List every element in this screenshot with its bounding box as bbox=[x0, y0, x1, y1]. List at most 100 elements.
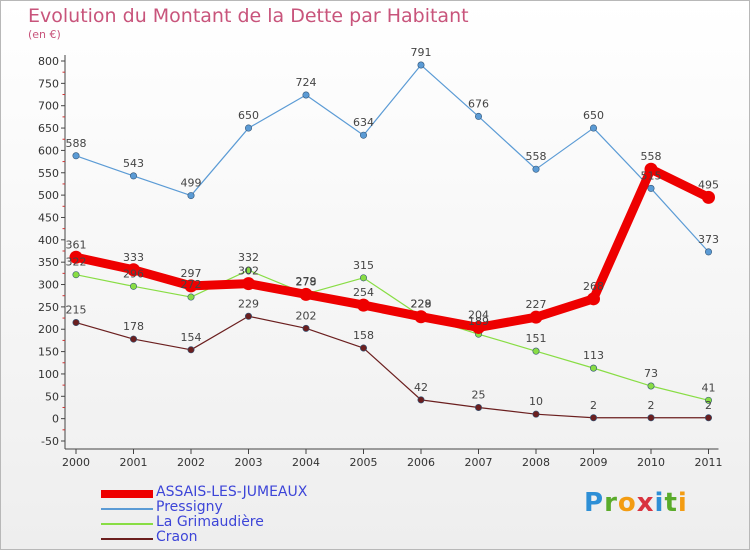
x-tick-label: 2006 bbox=[407, 456, 435, 469]
x-tick-label: 2004 bbox=[292, 456, 320, 469]
data-label: 73 bbox=[644, 367, 658, 380]
data-label: 154 bbox=[181, 331, 202, 344]
data-label: 229 bbox=[238, 297, 259, 310]
data-point bbox=[532, 347, 540, 355]
y-tick-label: 100 bbox=[38, 368, 59, 381]
data-label: 10 bbox=[529, 395, 543, 408]
legend-swatch bbox=[101, 490, 153, 498]
y-tick-label: 550 bbox=[38, 167, 59, 180]
y-tick-label: -50 bbox=[41, 435, 59, 448]
data-point bbox=[130, 335, 138, 343]
series-line bbox=[75, 269, 710, 401]
data-label: 227 bbox=[526, 298, 547, 311]
brand-letter: t bbox=[664, 488, 678, 518]
data-label: 151 bbox=[526, 332, 547, 345]
y-tick-label: 0 bbox=[52, 413, 59, 426]
data-label: 558 bbox=[526, 150, 547, 163]
series-line bbox=[71, 164, 713, 332]
brand-logo: Proxiti bbox=[584, 488, 688, 518]
data-label: 588 bbox=[66, 137, 87, 150]
data-point bbox=[72, 319, 80, 327]
data-label: 2 bbox=[705, 399, 712, 412]
legend-label: ASSAIS-LES-JUMEAUX bbox=[156, 484, 308, 500]
data-point bbox=[187, 293, 195, 301]
data-point bbox=[127, 263, 140, 277]
chart-title: Evolution du Montant de la Dette par Hab… bbox=[28, 5, 469, 27]
y-tick-label: 700 bbox=[38, 100, 59, 113]
data-point bbox=[704, 414, 712, 422]
data-label: 515 bbox=[641, 169, 662, 182]
data-label: 228 bbox=[411, 298, 432, 311]
legend-swatch bbox=[101, 508, 153, 510]
x-tick-label: 2008 bbox=[522, 456, 550, 469]
brand-letter: i bbox=[654, 488, 665, 518]
data-label: 202 bbox=[296, 309, 317, 322]
y-tick-label: 150 bbox=[38, 346, 59, 359]
data-point bbox=[647, 382, 655, 390]
data-point bbox=[245, 266, 253, 274]
data-label: 495 bbox=[698, 178, 719, 191]
brand-letter: o bbox=[617, 488, 637, 518]
data-point bbox=[702, 190, 715, 204]
data-point bbox=[242, 277, 255, 291]
brand-letter: P bbox=[584, 488, 605, 518]
data-label: 278 bbox=[296, 275, 317, 288]
data-point bbox=[299, 287, 313, 301]
data-point bbox=[359, 274, 367, 282]
data-label: 333 bbox=[123, 251, 144, 264]
data-label: 543 bbox=[123, 157, 144, 170]
data-label: 178 bbox=[123, 320, 144, 333]
data-label: 634 bbox=[353, 116, 374, 129]
y-tick-label: 450 bbox=[38, 211, 59, 224]
data-point bbox=[532, 410, 540, 418]
data-label: 373 bbox=[698, 233, 719, 246]
data-point bbox=[474, 112, 482, 120]
data-point bbox=[589, 124, 597, 132]
y-tick-label: 200 bbox=[38, 323, 59, 336]
x-tick-label: 2003 bbox=[235, 456, 263, 469]
legend-swatch bbox=[101, 538, 153, 540]
y-tick-label: 750 bbox=[38, 77, 59, 90]
data-point bbox=[529, 310, 543, 324]
y-tick-label: 300 bbox=[38, 279, 59, 292]
data-point bbox=[359, 131, 367, 139]
data-label: 499 bbox=[181, 177, 202, 190]
data-label: 215 bbox=[66, 304, 87, 317]
series-line bbox=[75, 315, 710, 419]
data-point bbox=[644, 162, 658, 176]
data-label: 296 bbox=[123, 267, 144, 280]
y-tick-label: 800 bbox=[38, 55, 59, 68]
x-tick-label: 2002 bbox=[177, 456, 205, 469]
data-label: 724 bbox=[296, 76, 317, 89]
data-label: 302 bbox=[238, 265, 259, 278]
legend-label: Pressigny bbox=[156, 499, 223, 515]
data-label: 279 bbox=[296, 275, 317, 288]
data-point bbox=[647, 414, 655, 422]
data-label: 297 bbox=[181, 267, 202, 280]
data-label: 2 bbox=[590, 399, 597, 412]
data-point bbox=[647, 184, 655, 192]
data-label: 650 bbox=[583, 109, 604, 122]
data-point bbox=[359, 344, 367, 352]
data-point bbox=[72, 152, 80, 160]
brand-letter: i bbox=[677, 488, 688, 518]
y-tick-label: 650 bbox=[38, 122, 59, 135]
data-label: 650 bbox=[238, 109, 259, 122]
data-point bbox=[589, 364, 597, 372]
legend-label: La Grimaudière bbox=[156, 514, 264, 530]
data-label: 25 bbox=[472, 388, 486, 401]
data-point bbox=[184, 279, 198, 293]
data-point bbox=[357, 298, 370, 312]
data-label: 42 bbox=[414, 381, 428, 394]
data-point bbox=[417, 396, 425, 404]
data-point bbox=[414, 310, 428, 324]
x-tick-label: 2010 bbox=[637, 456, 665, 469]
x-tick-label: 2000 bbox=[62, 456, 90, 469]
data-label: 791 bbox=[411, 46, 432, 59]
y-tick-label: 50 bbox=[45, 390, 59, 403]
data-label: 332 bbox=[238, 251, 259, 264]
x-tick-label: 2011 bbox=[695, 456, 723, 469]
data-label: 229 bbox=[411, 297, 432, 310]
